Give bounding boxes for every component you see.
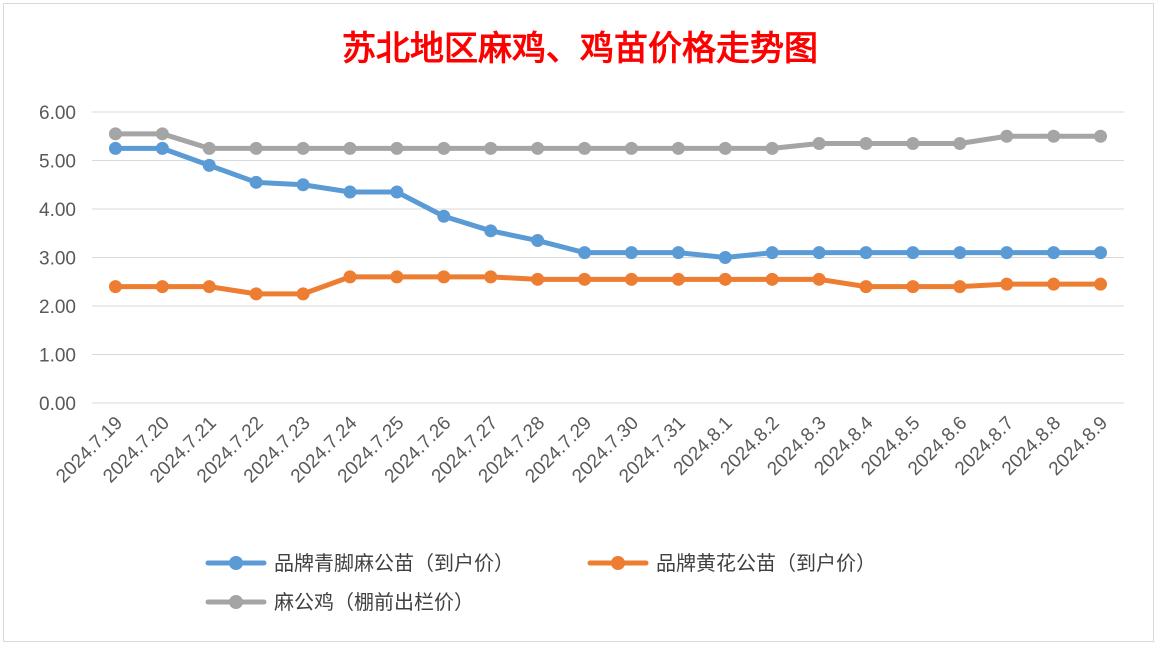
data-point: [859, 280, 873, 294]
data-point: [437, 270, 451, 284]
data-point: [249, 141, 263, 155]
data-point: [108, 127, 122, 141]
y-tick-label: 0.00: [39, 394, 76, 415]
y-axis-ticks: 0.00 1.00 2.00 3.00 4.00 5.00 6.00: [39, 103, 76, 415]
data-point: [578, 246, 592, 260]
data-point: [671, 141, 685, 155]
data-point: [1000, 246, 1014, 260]
data-point: [249, 287, 263, 301]
data-point: [437, 141, 451, 155]
data-point: [812, 272, 826, 286]
data-point: [155, 127, 169, 141]
series-3: [108, 127, 1108, 155]
data-point: [484, 224, 498, 238]
data-point: [812, 137, 826, 151]
gridlines: [92, 111, 1124, 404]
y-tick-label: 6.00: [39, 103, 76, 124]
series-lines: [108, 127, 1108, 301]
data-point: [108, 141, 122, 155]
data-point: [390, 270, 404, 284]
data-point: [624, 272, 638, 286]
data-point: [906, 246, 920, 260]
data-point: [343, 185, 357, 199]
data-point: [578, 141, 592, 155]
data-point: [249, 175, 263, 189]
data-point: [1047, 246, 1061, 260]
data-point: [1094, 277, 1108, 291]
data-point: [718, 251, 732, 264]
x-axis-ticks: 2024.7.192024.7.202024.7.212024.7.222024…: [52, 412, 1112, 487]
data-point: [1047, 129, 1061, 143]
data-point: [296, 287, 310, 301]
data-point: [578, 272, 592, 286]
data-point: [765, 272, 779, 286]
data-point: [859, 137, 873, 151]
data-point: [1094, 129, 1108, 143]
data-point: [671, 246, 685, 260]
data-point: [296, 178, 310, 192]
data-point: [906, 137, 920, 151]
data-point: [531, 234, 545, 248]
data-point: [108, 280, 122, 294]
data-point: [624, 246, 638, 260]
data-point: [953, 137, 967, 151]
data-point: [624, 141, 638, 155]
chart-title: 苏北地区麻鸡、鸡苗价格走势图: [342, 29, 818, 69]
data-point: [296, 141, 310, 155]
chart-frame: [3, 3, 1154, 642]
legend-item: 品牌黄花公苗（到户价）: [587, 551, 876, 575]
legend-swatch-marker: [611, 556, 625, 570]
data-point: [202, 141, 216, 155]
data-point: [718, 272, 732, 286]
data-point: [343, 141, 357, 155]
data-point: [1094, 246, 1108, 260]
data-point: [718, 141, 732, 155]
data-point: [484, 141, 498, 155]
data-point: [437, 209, 451, 223]
legend: 品牌青脚麻公苗（到户价） 品牌黄花公苗（到户价） 麻公鸡（棚前出栏价）: [205, 551, 876, 614]
series-line: [112, 131, 1104, 151]
data-point: [859, 246, 873, 260]
y-tick-label: 4.00: [39, 200, 76, 221]
legend-label: 品牌黄花公苗（到户价）: [656, 551, 876, 575]
data-point: [484, 270, 498, 284]
data-point: [953, 280, 967, 294]
y-tick-label: 1.00: [39, 346, 76, 367]
data-point: [155, 141, 169, 155]
data-point: [390, 141, 404, 155]
data-point: [202, 280, 216, 294]
data-point: [765, 141, 779, 155]
y-tick-label: 5.00: [39, 152, 76, 173]
data-point: [765, 246, 779, 260]
legend-label: 品牌青脚麻公苗（到户价）: [274, 551, 514, 575]
data-point: [531, 272, 545, 286]
data-point: [1000, 129, 1014, 143]
legend-item: 麻公鸡（棚前出栏价）: [205, 590, 474, 614]
legend-swatch-marker: [229, 556, 243, 570]
data-point: [390, 185, 404, 199]
data-point: [812, 246, 826, 260]
series-1: [108, 141, 1108, 264]
data-point: [531, 141, 545, 155]
y-tick-label: 3.00: [39, 249, 76, 270]
series-2: [108, 270, 1108, 301]
data-point: [1047, 277, 1061, 291]
legend-label: 麻公鸡（棚前出栏价）: [274, 590, 474, 614]
data-point: [155, 280, 169, 294]
data-point: [202, 158, 216, 172]
legend-item: 品牌青脚麻公苗（到户价）: [205, 551, 514, 575]
data-point: [906, 280, 920, 294]
series-line: [112, 145, 1104, 260]
data-point: [343, 270, 357, 284]
y-tick-label: 2.00: [39, 297, 76, 318]
series-line: [112, 274, 1104, 297]
data-point: [953, 246, 967, 260]
data-point: [671, 272, 685, 286]
legend-swatch-marker: [229, 595, 243, 609]
data-point: [1000, 277, 1014, 291]
